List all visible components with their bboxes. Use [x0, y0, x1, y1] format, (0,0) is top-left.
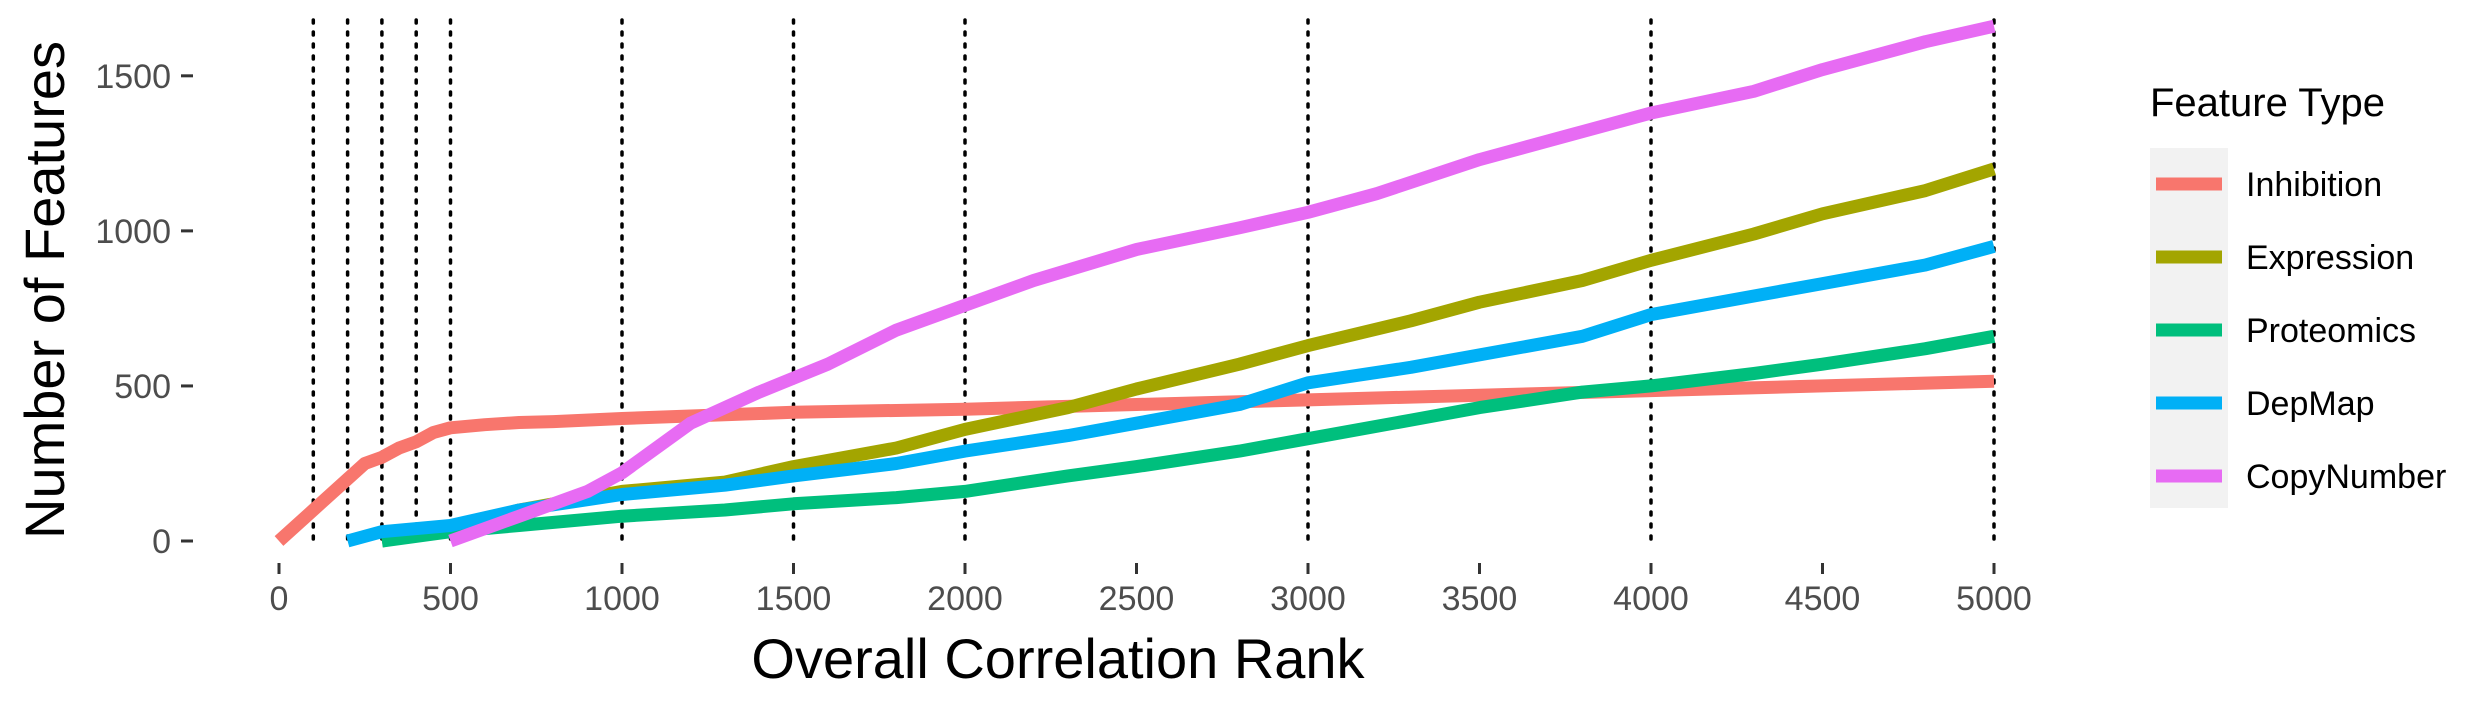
x-tick-label: 3000 [1270, 580, 1346, 618]
x-axis-title: Overall Correlation Rank [751, 627, 1365, 690]
x-tick-label: 4000 [1613, 580, 1689, 618]
legend-title: Feature Type [2150, 81, 2385, 125]
series-line-inhibition [274, 374, 1995, 546]
y-tick-label: 500 [114, 368, 171, 406]
x-axis: 0 500 1000 1500 2000 2500 3000 3500 4000 4500 5000 [270, 563, 2032, 618]
x-tick-label: 3500 [1442, 580, 1518, 618]
x-tick-label: 4500 [1785, 580, 1861, 618]
y-tick-label: 0 [152, 523, 171, 561]
y-axis-title: Number of Features [13, 41, 76, 539]
legend-label-depmap: DepMap [2246, 385, 2375, 423]
y-tick-label: 1000 [95, 213, 171, 251]
legend-label-expression: Expression [2246, 239, 2414, 277]
legend-label-proteomics: Proteomics [2246, 312, 2416, 350]
x-tick-label: 500 [422, 580, 479, 618]
series-line-copynumber [448, 19, 1996, 548]
x-tick-label: 1500 [756, 580, 832, 618]
x-tick-label: 2000 [927, 580, 1003, 618]
x-tick-label: 5000 [1956, 580, 2032, 618]
x-tick-label: 0 [270, 580, 289, 618]
legend-items: Inhibition Expression Proteomics DepMap Copy… [2156, 166, 2446, 496]
x-tick-label: 1000 [584, 580, 660, 618]
legend-label-copynumber: CopyNumber [2246, 458, 2446, 496]
y-axis: 0 500 1000 1500 [95, 58, 193, 561]
series-lines [274, 19, 1996, 548]
legend: Feature Type Inhibition Expression Proteom… [2150, 81, 2446, 508]
legend-label-inhibition: Inhibition [2246, 166, 2382, 204]
series-line-proteomics [381, 329, 1996, 548]
x-tick-label: 2500 [1099, 580, 1175, 618]
y-tick-label: 1500 [95, 58, 171, 96]
